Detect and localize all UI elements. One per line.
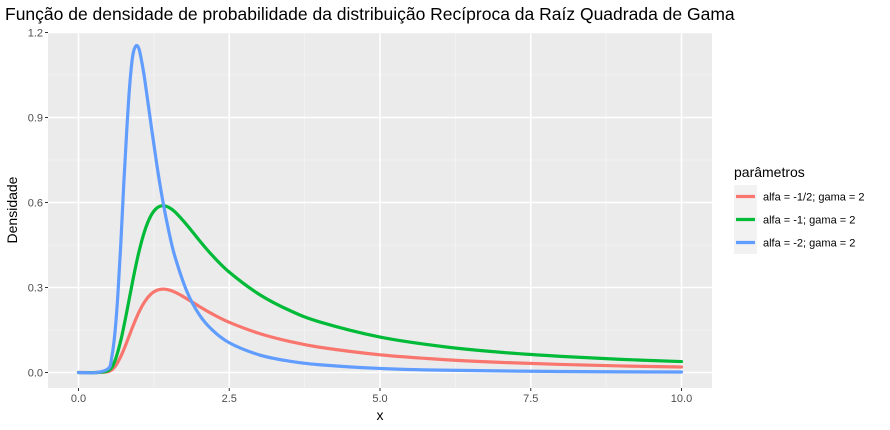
series-line-3 (76, 43, 684, 375)
legend: parâmetros alfa = -1/2; gama = 2 alfa = -… (734, 164, 865, 254)
x-tick-label: 5.0 (372, 393, 387, 405)
legend-label: alfa = -1; gama = 2 (763, 215, 855, 227)
series-line-1 (76, 287, 684, 375)
y-axis-title: Densidade (4, 176, 20, 243)
y-tick-label: 0.6 (28, 198, 43, 210)
x-tick-label: 10.0 (671, 393, 692, 405)
y-tick-label: 0.9 (28, 113, 43, 125)
legend-item-1: alfa = -1/2; gama = 2 (734, 185, 865, 208)
legend-label: alfa = -2; gama = 2 (763, 238, 855, 250)
legend-label: alfa = -1/2; gama = 2 (763, 192, 865, 204)
legend-item-3: alfa = -2; gama = 2 (734, 231, 855, 254)
chart-title: Função de densidade de probabilidade da … (5, 4, 735, 24)
legend-item-2: alfa = -1; gama = 2 (734, 208, 855, 231)
y-tick-label: 1.2 (28, 28, 43, 40)
y-tick-label: 0.0 (28, 368, 43, 380)
x-tick-label: 7.5 (523, 393, 538, 405)
y-tick-label: 0.3 (28, 283, 43, 295)
legend-title: parâmetros (734, 164, 805, 180)
axes: 0.0 2.5 5.0 7.5 10.0 0.0 0.3 0.6 0.9 1.2 (28, 28, 693, 406)
x-axis-title: x (377, 407, 384, 423)
x-tick-label: 0.0 (71, 393, 86, 405)
x-tick-label: 2.5 (222, 393, 237, 405)
series-line-2 (76, 204, 684, 375)
series-lines (76, 43, 684, 375)
